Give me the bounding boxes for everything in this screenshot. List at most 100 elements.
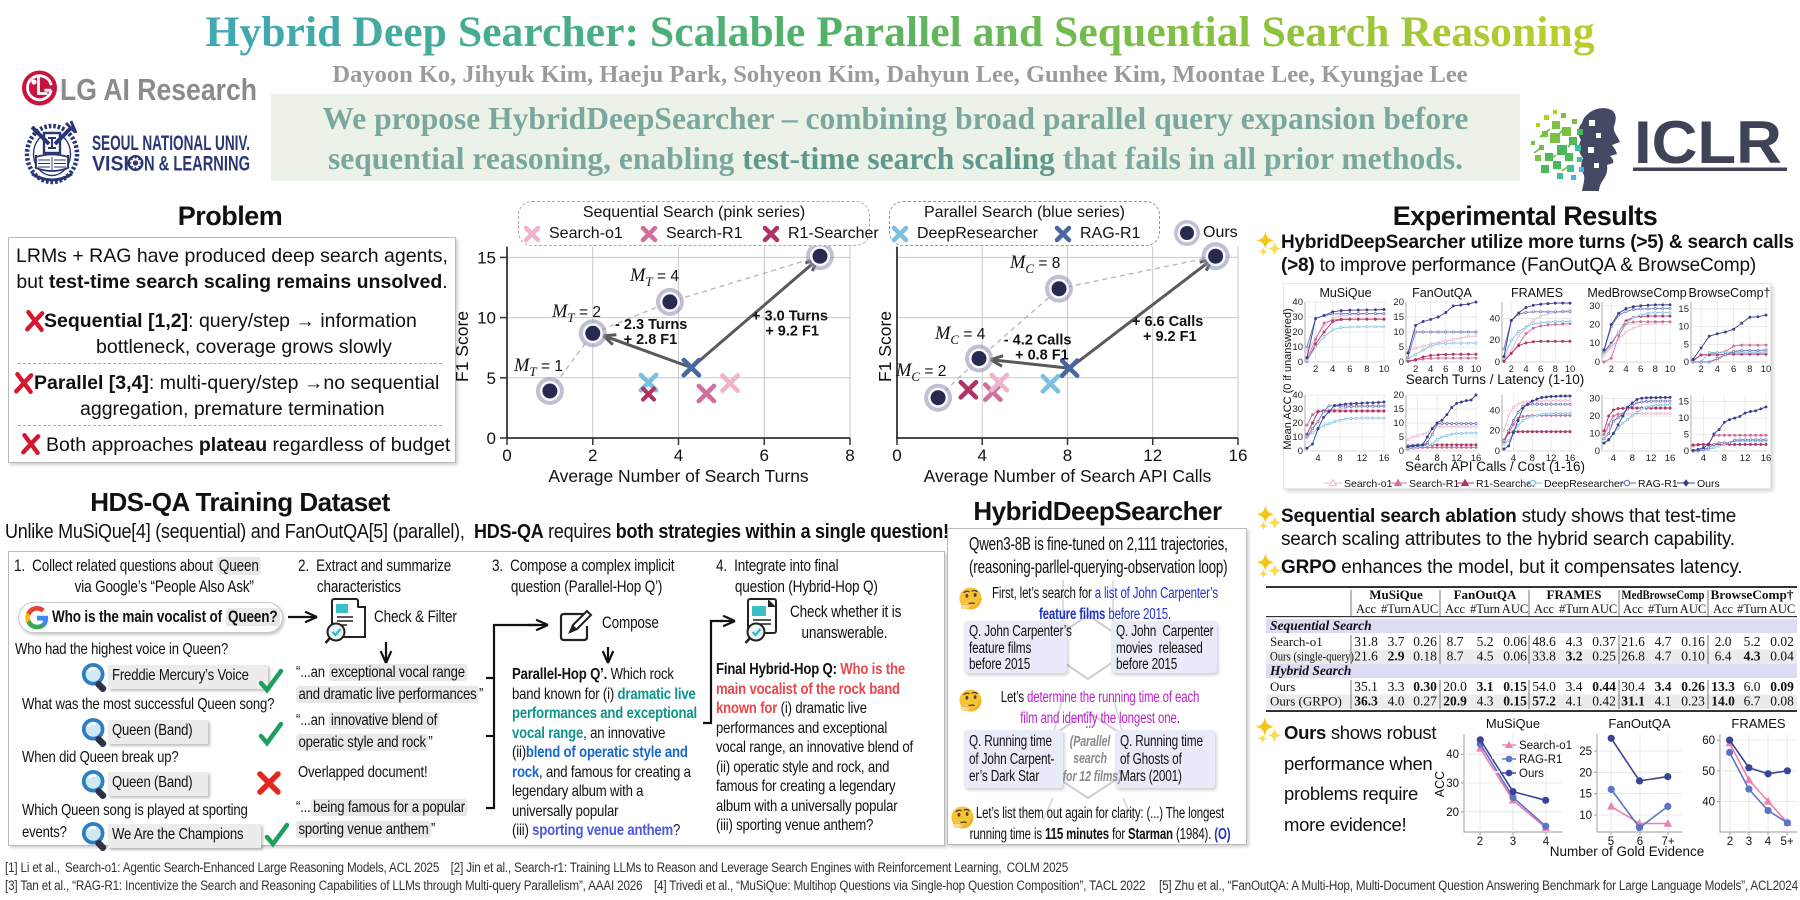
svg-text:12: 12 — [1143, 446, 1162, 465]
svg-text:MC = 8: MC = 8 — [1009, 253, 1060, 276]
svg-text:6.4: 6.4 — [1715, 649, 1732, 664]
svg-text:4.7: 4.7 — [1655, 634, 1672, 649]
svg-text:5: 5 — [1608, 836, 1614, 848]
svg-text:10: 10 — [1678, 322, 1689, 333]
svg-text:5: 5 — [1399, 432, 1404, 443]
svg-text:5: 5 — [1684, 339, 1689, 350]
svg-text:Number of Gold Evidence: Number of Gold Evidence — [1550, 844, 1705, 859]
svg-text:0.09: 0.09 — [1770, 679, 1794, 694]
svg-text:8: 8 — [1434, 453, 1439, 464]
svg-text:5+: 5+ — [1780, 836, 1793, 848]
svg-text:Mean ACC (0 if unanswered): Mean ACC (0 if unanswered) — [1283, 308, 1294, 449]
svg-text:0.37: 0.37 — [1592, 634, 1616, 649]
svg-text:4: 4 — [1543, 836, 1550, 848]
svg-text:40: 40 — [1446, 749, 1459, 761]
svg-text:+ 2.8 F1: + 2.8 F1 — [624, 332, 678, 348]
svg-text:20: 20 — [1292, 418, 1303, 429]
svg-text:0.15: 0.15 — [1503, 679, 1527, 694]
svg-text:0: 0 — [1684, 446, 1689, 457]
svg-text:54.0: 54.0 — [1532, 679, 1556, 694]
svg-text:50: 50 — [1702, 766, 1715, 778]
svg-text:20: 20 — [1579, 767, 1592, 779]
svg-text:0.23: 0.23 — [1681, 694, 1705, 709]
svg-text:MC = 2: MC = 2 — [895, 361, 946, 384]
svg-text:3: 3 — [1746, 836, 1752, 848]
svg-text:MT = 1: MT = 1 — [513, 356, 563, 379]
svg-text:6: 6 — [1637, 836, 1643, 848]
svg-text:Sequential Search: Sequential Search — [1270, 618, 1372, 633]
svg-text:0.18: 0.18 — [1413, 649, 1437, 664]
svg-text:20: 20 — [1446, 807, 1459, 819]
svg-text:N & LEARNING: N & LEARNING — [144, 152, 250, 176]
svg-text:0.15: 0.15 — [1503, 694, 1527, 709]
svg-text:3.1: 3.1 — [1477, 679, 1494, 694]
svg-text:33.8: 33.8 — [1532, 649, 1556, 664]
svg-text:F1 Score: F1 Score — [452, 311, 472, 382]
svg-text:MuSiQue: MuSiQue — [1369, 587, 1423, 602]
svg-text:0.26: 0.26 — [1413, 634, 1437, 649]
svg-text:8: 8 — [1630, 453, 1635, 464]
svg-text:6: 6 — [1443, 364, 1448, 375]
svg-text:BrowseComp†: BrowseComp† — [1711, 587, 1795, 602]
svg-text:40: 40 — [1489, 313, 1500, 324]
svg-text:FanOutQA: FanOutQA — [1454, 587, 1517, 602]
svg-text:4.5: 4.5 — [1477, 649, 1494, 664]
svg-text:15: 15 — [477, 248, 496, 267]
svg-text:4.1: 4.1 — [1566, 694, 1583, 709]
svg-text:Acc: Acc — [1356, 602, 1377, 616]
svg-text:2: 2 — [1413, 364, 1418, 375]
svg-text:10: 10 — [1393, 327, 1404, 338]
svg-text:MuSiQue: MuSiQue — [1486, 716, 1540, 731]
svg-text:5.2: 5.2 — [1744, 634, 1761, 649]
svg-text:20.9: 20.9 — [1443, 694, 1467, 709]
svg-text:FRAMES: FRAMES — [1511, 286, 1563, 300]
svg-text:4: 4 — [1611, 453, 1616, 464]
svg-text:8: 8 — [1530, 453, 1535, 464]
svg-text:#Turn: #Turn — [1381, 602, 1412, 616]
svg-text:10: 10 — [1292, 342, 1303, 353]
svg-text:3: 3 — [1510, 836, 1516, 848]
svg-text:4.0: 4.0 — [1388, 694, 1405, 709]
svg-text:5: 5 — [487, 369, 496, 388]
svg-text:2: 2 — [1609, 364, 1614, 375]
svg-text:8: 8 — [845, 446, 854, 465]
svg-text:0: 0 — [502, 446, 511, 465]
svg-text:40: 40 — [1489, 405, 1500, 416]
svg-text:0: 0 — [1399, 357, 1404, 368]
svg-text:Acc: Acc — [1713, 602, 1734, 616]
svg-text:6.7: 6.7 — [1744, 694, 1761, 709]
svg-text:4: 4 — [1523, 364, 1528, 375]
svg-text:6: 6 — [760, 446, 769, 465]
svg-text:8: 8 — [1653, 364, 1658, 375]
svg-text:2: 2 — [1698, 364, 1703, 375]
svg-text:20: 20 — [1589, 411, 1600, 422]
svg-text:3.3: 3.3 — [1388, 679, 1405, 694]
svg-text:FanOutQA: FanOutQA — [1608, 716, 1670, 731]
svg-text:26.8: 26.8 — [1621, 649, 1645, 664]
svg-text:20: 20 — [1489, 426, 1500, 437]
svg-text:30: 30 — [1589, 394, 1600, 405]
svg-text:5.2: 5.2 — [1477, 634, 1494, 649]
svg-text:16: 16 — [1565, 453, 1576, 464]
svg-text:30: 30 — [1446, 778, 1459, 790]
svg-text:Ours (GRPO): Ours (GRPO) — [1270, 694, 1342, 709]
svg-text:Ours (single-query): Ours (single-query) — [1270, 649, 1354, 664]
svg-text:8.7: 8.7 — [1447, 649, 1464, 664]
svg-text:4: 4 — [978, 446, 987, 465]
svg-text:20: 20 — [1292, 327, 1303, 338]
svg-text:0: 0 — [1298, 357, 1303, 368]
svg-text:#Turn: #Turn — [1559, 602, 1590, 616]
svg-text:RAG-R1: RAG-R1 — [1519, 754, 1562, 766]
svg-text:0: 0 — [1595, 446, 1600, 457]
svg-text:AUC: AUC — [1502, 602, 1528, 616]
svg-text:4.1: 4.1 — [1655, 694, 1672, 709]
svg-text:10: 10 — [1393, 418, 1404, 429]
svg-text:8: 8 — [1553, 364, 1558, 375]
svg-text:16: 16 — [1379, 453, 1390, 464]
svg-text:6: 6 — [1638, 364, 1643, 375]
svg-text:RAG-R1: RAG-R1 — [1638, 478, 1678, 489]
svg-text:20: 20 — [1393, 390, 1404, 401]
svg-text:AUC: AUC — [1591, 602, 1617, 616]
svg-text:12: 12 — [1646, 453, 1657, 464]
svg-text:4: 4 — [1765, 836, 1772, 848]
